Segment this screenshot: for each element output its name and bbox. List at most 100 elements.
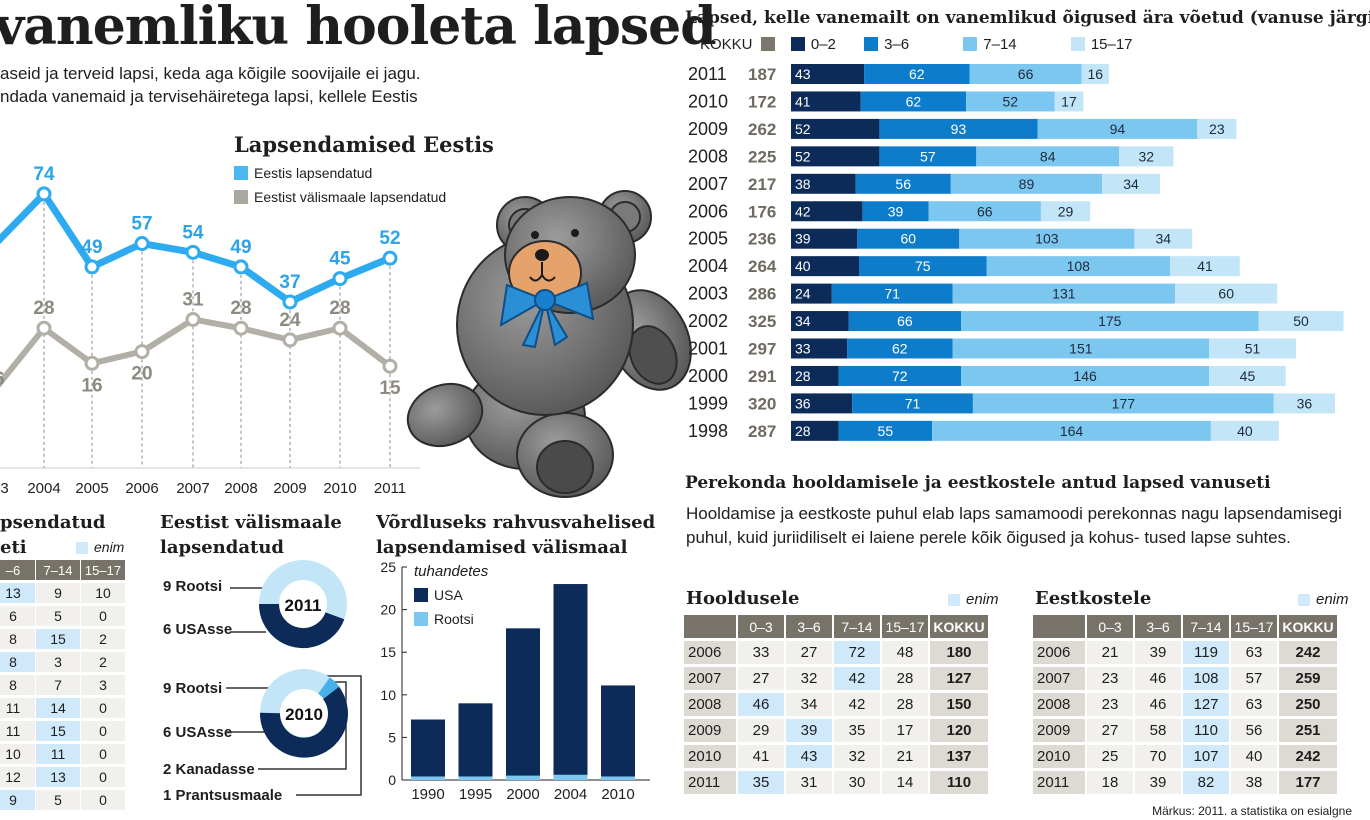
col-head — [1033, 615, 1085, 638]
donut2011-label-sweden: 9 Rootsi — [163, 578, 223, 595]
hooldusele-title: Hooldusele — [686, 588, 800, 609]
table-cell: 14 — [36, 698, 80, 718]
bar-segment — [1209, 365, 1286, 386]
bar-segment — [1197, 118, 1237, 139]
bar-value: 36 — [1297, 395, 1313, 411]
col-head: 0–3 — [1087, 615, 1133, 638]
legend-swatch-0-2 — [790, 37, 805, 51]
bar-value: 41 — [795, 93, 811, 109]
table-cell: 12 — [0, 767, 35, 787]
bar-segment — [791, 256, 859, 277]
bar-segment — [1134, 228, 1193, 249]
bar-value: 94 — [1110, 121, 1126, 137]
bar-value: 62 — [892, 341, 908, 357]
donut2010-label-sweden: 9 Rootsi — [163, 680, 223, 697]
legend-item-domestic: Eestis lapsendatud — [234, 165, 446, 181]
table-cell: 32 — [786, 667, 832, 690]
total-label: 236 — [748, 230, 776, 249]
year-label: 2010 — [688, 91, 728, 111]
bar-value: 175 — [1098, 313, 1122, 329]
x-tick-label: 2007 — [176, 480, 209, 497]
table-cell: 0 — [81, 744, 125, 764]
total-label: 176 — [748, 202, 776, 221]
intl-title-2: lapsendamised välismaal — [376, 537, 628, 558]
table-cell: 40 — [1231, 745, 1277, 768]
y-tick-label: 20 — [380, 602, 396, 618]
table-row: 2006 21 39 119 63 242 — [1033, 641, 1337, 664]
bar-value: 146 — [1073, 368, 1097, 384]
bar-value: 103 — [1035, 231, 1059, 247]
donut2011-label-usa: 6 USAsse — [163, 621, 233, 638]
deprived-legend: KOKKU 0–2 3–6 7–14 15–17 — [700, 36, 1133, 53]
bar-value: 50 — [1293, 313, 1309, 329]
table-cell: 27 — [786, 641, 832, 664]
bar-segment — [952, 338, 1210, 359]
data-point — [282, 332, 298, 348]
data-label: 6 — [0, 369, 5, 390]
legend-0-2: 0–2 — [790, 36, 836, 53]
bar-value: 32 — [1139, 148, 1155, 164]
table-cell: 14 — [882, 771, 928, 794]
year-label: 2009 — [688, 119, 728, 139]
bar-segment — [1119, 146, 1174, 167]
year-label: 2005 — [688, 229, 728, 249]
donut-2011-year: 2011 — [285, 596, 322, 615]
bar-segment — [855, 173, 951, 194]
table-cell: 34 — [786, 693, 832, 716]
data-label: 24 — [279, 310, 301, 331]
bar-segment — [1258, 311, 1344, 332]
bar-value: 56 — [895, 176, 911, 192]
table-cell: 63 — [1231, 693, 1277, 716]
legend-item-abroad: Eestist välismaale lapsendatud — [234, 189, 446, 205]
bar-segment — [862, 201, 929, 222]
table-cell: 108 — [1183, 667, 1229, 690]
table-row: 2010 41 43 32 21 137 — [684, 745, 988, 768]
abroad-title-1: Eestist välismaale — [160, 512, 342, 533]
bar-value: 66 — [977, 203, 993, 219]
table-cell: 127 — [1183, 693, 1229, 716]
donut2010-label-usa: 6 USAsse — [163, 724, 233, 741]
table-cell: 13 — [36, 767, 80, 787]
legend-sweden: Rootsi — [414, 611, 474, 627]
y-tick-label: 10 — [380, 687, 396, 703]
bar-segment — [791, 420, 839, 441]
bar-value: 71 — [905, 395, 921, 411]
bar-value: 52 — [1003, 93, 1019, 109]
bar-segment — [1273, 393, 1335, 414]
data-point — [332, 271, 348, 287]
x-tick-label: 2010 — [601, 786, 634, 803]
bar-sweden — [601, 776, 635, 780]
data-label: 37 — [279, 272, 300, 293]
eestkostele-table: 0–3 3–6 7–14 15–17 KOKKU 2006 21 39 119 63 242 200… — [1031, 612, 1339, 797]
bar-segment — [961, 311, 1259, 332]
col-head — [684, 615, 736, 638]
total-label: 325 — [748, 312, 776, 331]
bar-value: 42 — [795, 203, 811, 219]
table-cell: 57 — [1231, 667, 1277, 690]
table-cell: 2007 — [684, 667, 736, 690]
bar-segment — [848, 311, 961, 332]
bar-segment — [972, 393, 1274, 414]
data-label: 74 — [33, 164, 55, 185]
bar-value: 28 — [795, 423, 811, 439]
legend-7-14: 7–14 — [963, 36, 1017, 53]
data-point — [134, 344, 150, 360]
bar-usa — [506, 628, 540, 780]
table-cell: 58 — [1135, 719, 1181, 742]
intl-title-1: Võrdluseks rahvusvahelised — [376, 512, 656, 533]
x-tick-label: 2004 — [554, 786, 587, 803]
bar-value: 71 — [884, 286, 900, 302]
bar-value: 23 — [1209, 121, 1225, 137]
legend-swatch-15-17 — [1070, 37, 1085, 51]
page-title: vanemliku hooleta lapsed — [0, 0, 717, 57]
table-cell: 120 — [930, 719, 988, 742]
table-cell: 11 — [0, 721, 35, 741]
total-label: 172 — [748, 92, 776, 111]
intl-bar-chart: 0 5 10 15 20 25 1990 1995 2000 2004 2010 — [380, 559, 650, 803]
bar-segment — [847, 338, 953, 359]
eestkostele-enim: enim — [1298, 591, 1349, 608]
table-cell: 180 — [930, 641, 988, 664]
bar-value: 36 — [795, 395, 811, 411]
bar-segment — [969, 64, 1082, 84]
table-cell: 177 — [1279, 771, 1337, 794]
